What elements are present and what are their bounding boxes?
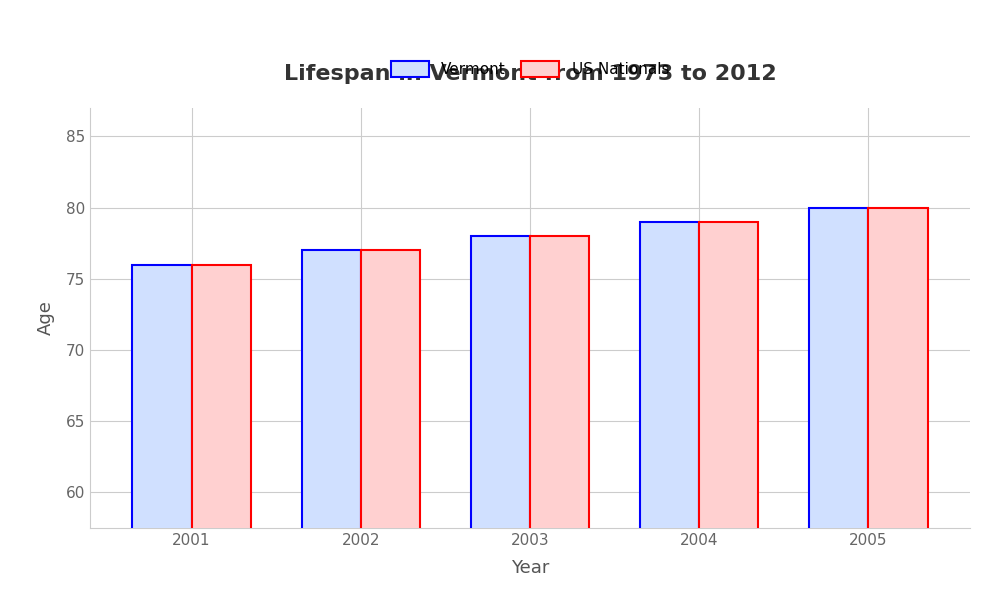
X-axis label: Year: Year [511, 559, 549, 577]
Legend: Vermont, US Nationals: Vermont, US Nationals [391, 61, 669, 77]
Bar [471, 236, 530, 600]
Bar [192, 265, 251, 600]
Bar [809, 208, 868, 600]
Title: Lifespan in Vermont from 1973 to 2012: Lifespan in Vermont from 1973 to 2012 [284, 64, 776, 84]
Bar [361, 250, 420, 600]
Bar [302, 250, 361, 600]
Bar [868, 208, 928, 600]
Bar [530, 236, 589, 600]
Bar [132, 265, 192, 600]
Y-axis label: Age: Age [37, 301, 55, 335]
Bar [640, 222, 699, 600]
Bar [699, 222, 758, 600]
